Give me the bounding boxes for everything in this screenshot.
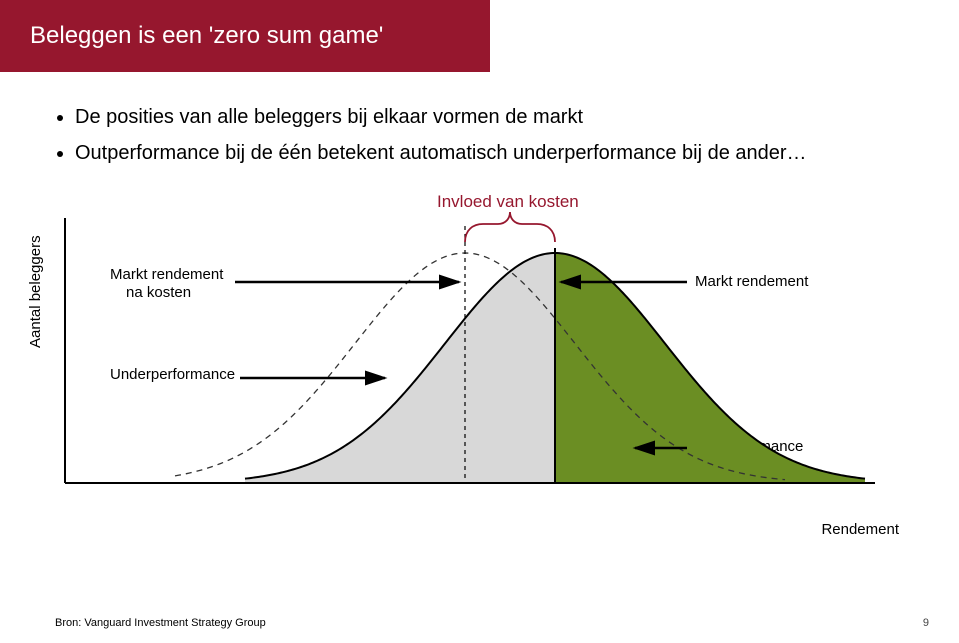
page-number: 9 <box>923 617 929 629</box>
x-axis-label: Rendement <box>821 521 899 538</box>
chart-svg <box>55 188 885 508</box>
slide-title: Beleggen is een 'zero sum game' <box>30 22 460 50</box>
slide-header: Beleggen is een 'zero sum game' <box>0 0 490 72</box>
distribution-chart: Aantal beleggers Invloed van kosten Mark… <box>55 188 904 528</box>
slide-content: De posities van alle beleggers bij elkaa… <box>0 72 959 528</box>
bullet-list: De posities van alle beleggers bij elkaa… <box>55 102 904 168</box>
bullet-item: Outperformance bij de één betekent autom… <box>75 138 904 168</box>
y-axis-label: Aantal beleggers <box>27 235 44 348</box>
source-text: Bron: Vanguard Investment Strategy Group <box>55 617 266 629</box>
bullet-item: De posities van alle beleggers bij elkaa… <box>75 102 904 132</box>
